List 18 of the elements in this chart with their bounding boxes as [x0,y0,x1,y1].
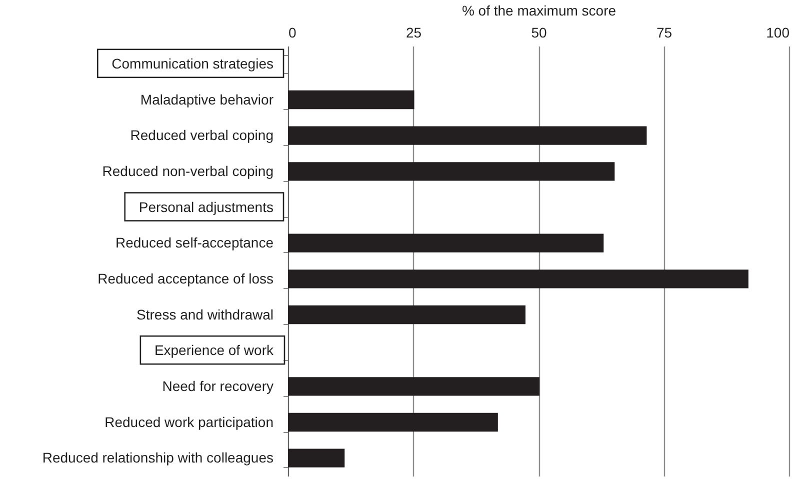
y-tick-label: Reduced work participation [104,414,274,430]
y-tick-label: Reduced self-acceptance [116,234,274,251]
y-tick-label: Communication strategies [112,55,274,72]
y-tick-label: Personal adjustments [138,198,274,215]
x-tick-label: 50 [531,24,547,40]
y-tick-label: Need for recovery [162,378,274,394]
x-tick-label: 100 [766,24,790,40]
y-tick-label: Experience of work [154,342,274,358]
y-tick-label: Reduced relationship with colleagues [42,450,274,466]
x-tick-label: 25 [406,24,422,40]
x-tick-label: 0 [288,24,296,40]
x-axis-title: % of the maximum score [462,2,616,18]
y-tick-label: Reduced acceptance of loss [98,270,274,286]
y-tick-label: Stress and withdrawal [136,306,274,322]
y-tick-label: Reduced verbal coping [130,127,274,144]
y-tick-label: Reduced non-verbal coping [102,162,274,179]
x-tick-label: 75 [656,24,672,40]
y-tick-label: Maladaptive behavior [140,91,274,108]
